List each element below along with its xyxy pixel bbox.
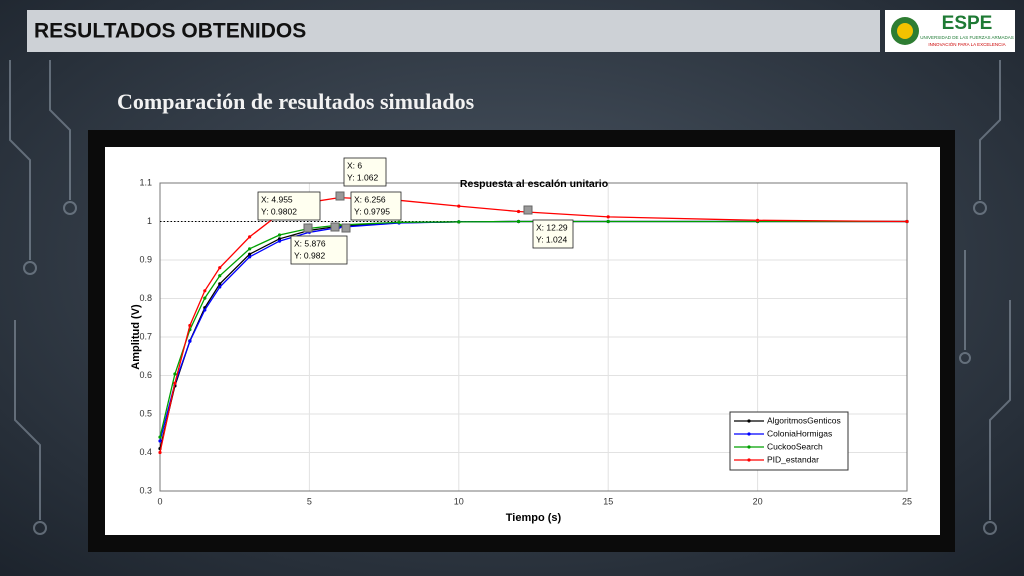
- series-marker: [203, 308, 207, 312]
- legend-label: AlgoritmosGenticos: [767, 415, 841, 425]
- header-bar: [27, 10, 880, 52]
- datatip-box: [290, 235, 348, 265]
- series-marker: [173, 381, 177, 385]
- y-tick-label: 0.8: [139, 293, 152, 303]
- x-tick-label: 10: [454, 496, 464, 506]
- y-tick-label: 0.9: [139, 254, 152, 264]
- series-marker: [248, 255, 252, 259]
- legend-marker: [747, 419, 751, 423]
- datatip-y: Y: 1.024: [536, 234, 567, 244]
- logo-emblem-inner: [897, 23, 913, 39]
- y-tick-label: 1: [147, 216, 152, 226]
- x-tick-label: 20: [753, 496, 763, 506]
- series-marker: [218, 285, 222, 289]
- series-marker: [606, 219, 610, 224]
- series-marker: [606, 215, 610, 219]
- series-marker: [397, 220, 401, 224]
- series-marker: [218, 274, 222, 278]
- datatip-marker: [330, 222, 340, 232]
- series-marker: [248, 252, 252, 256]
- series-marker: [516, 209, 521, 214]
- slide-title: Comparación de resultados simulados: [117, 89, 475, 114]
- header-title: RESULTADOS OBTENIDOS: [34, 20, 306, 43]
- datatip-marker: [523, 205, 533, 215]
- datatip-x: X: 5.876: [294, 238, 326, 248]
- x-tick-label: 15: [603, 496, 613, 506]
- series-marker: [203, 296, 207, 300]
- series-marker: [218, 282, 222, 286]
- series-marker: [457, 204, 461, 208]
- x-tick-label: 25: [902, 496, 912, 506]
- y-tick-label: 0.5: [139, 408, 152, 418]
- chart-title: Respuesta al escalón unitario: [460, 178, 608, 190]
- y-tick-label: 0.4: [139, 447, 152, 457]
- series-marker: [203, 289, 207, 293]
- x-axis-label: Tiempo (s): [506, 512, 562, 524]
- series-marker: [756, 218, 760, 222]
- y-tick-label: 0.3: [139, 485, 152, 495]
- datatip-marker: [341, 223, 351, 233]
- legend-label: PID_estandar: [767, 454, 819, 464]
- axes-box: [159, 182, 908, 492]
- series-marker: [173, 372, 177, 376]
- y-tick-label: 1.1: [139, 177, 152, 187]
- logo-line1: UNIVERSIDAD DE LAS FUERZAS ARMADAS: [920, 35, 1014, 40]
- logo-name: ESPE: [942, 13, 993, 34]
- datatip-marker: [335, 191, 345, 201]
- circuit-decoration: [9, 60, 1011, 535]
- datatip-y: Y: 1.062: [347, 172, 378, 182]
- datatip-box: [350, 191, 402, 221]
- datatip-x: X: 6: [347, 160, 362, 170]
- series-marker: [457, 220, 461, 224]
- legend-label: ColoniaHormigas: [767, 428, 832, 438]
- y-tick-label: 0.6: [139, 370, 152, 380]
- datatip-marker: [303, 223, 313, 233]
- series-marker: [158, 435, 162, 439]
- datatip-box: [532, 219, 574, 249]
- series-marker: [248, 247, 252, 251]
- plot: 0.3 0.4 0.5 0.6 0.7 0.8 0.9 1 1.1 0 5 10 15 20 25 Respu…: [130, 157, 912, 524]
- legend-marker: [747, 445, 751, 449]
- series-marker: [516, 219, 521, 224]
- datatip-y: Y: 0.982: [294, 250, 325, 260]
- series-marker: [188, 323, 192, 328]
- series-marker: [218, 266, 222, 270]
- datatip-x: X: 4.955: [261, 194, 293, 204]
- datatip-box: [343, 157, 387, 187]
- series-marker: [158, 439, 162, 443]
- series-marker: [277, 237, 282, 241]
- y-axis-label: Amplitud (V): [130, 304, 142, 370]
- x-tick-label: 5: [307, 496, 312, 506]
- legend-marker: [747, 458, 751, 462]
- series-marker: [188, 339, 192, 343]
- series-marker: [905, 219, 909, 224]
- legend-label: CuckooSearch: [767, 441, 823, 451]
- datatip-box: [257, 191, 321, 221]
- series-marker: [248, 235, 252, 239]
- legend-marker: [747, 432, 751, 436]
- datatip-y: Y: 0.9802: [261, 206, 297, 216]
- y-tick-label: 0.7: [139, 331, 152, 341]
- datatip-x: X: 12.29: [536, 222, 568, 232]
- series-marker: [158, 450, 162, 455]
- x-tick-label: 0: [157, 496, 162, 506]
- series-marker: [277, 239, 282, 243]
- datatip-x: X: 6.256: [354, 194, 386, 204]
- datatip-y: Y: 0.9795: [354, 206, 390, 216]
- series-marker: [277, 233, 282, 237]
- logo-line2: INNOVACIÓN PARA LA EXCELENCIA: [928, 41, 1005, 47]
